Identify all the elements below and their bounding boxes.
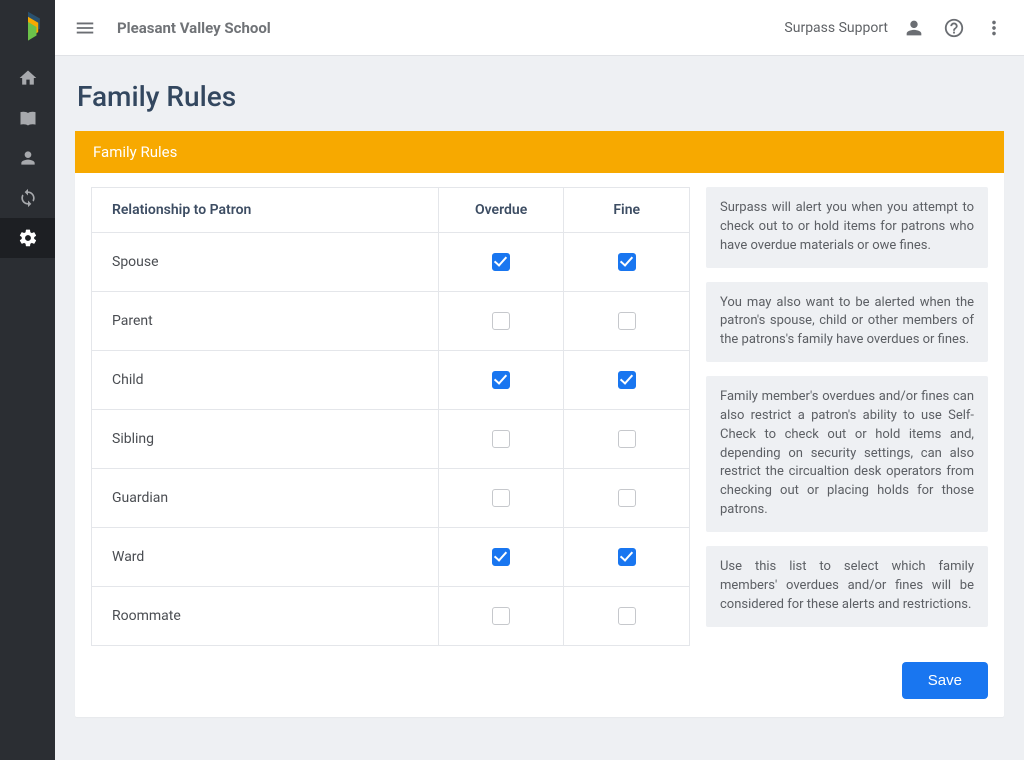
overdue-checkbox[interactable] <box>492 253 510 271</box>
cell-fine <box>564 292 690 351</box>
user-name: Surpass Support <box>784 20 888 36</box>
cell-fine <box>564 587 690 646</box>
account-icon <box>903 17 925 39</box>
help-button[interactable] <box>934 8 974 48</box>
sidebar <box>0 0 55 760</box>
help-note: You may also want to be alerted when the… <box>706 282 988 363</box>
cell-overdue <box>438 587 564 646</box>
org-name: Pleasant Valley School <box>117 19 271 37</box>
home-icon <box>18 68 38 88</box>
sidebar-item-settings[interactable] <box>0 218 55 258</box>
sidebar-item-patrons[interactable] <box>0 138 55 178</box>
cell-overdue <box>438 233 564 292</box>
overdue-checkbox[interactable] <box>492 312 510 330</box>
person-icon <box>18 148 38 168</box>
cell-relationship: Child <box>92 351 439 410</box>
sidebar-item-home[interactable] <box>0 58 55 98</box>
menu-button[interactable] <box>65 8 105 48</box>
help-note: Family member's overdues and/or fines ca… <box>706 376 988 532</box>
overdue-checkbox[interactable] <box>492 371 510 389</box>
overdue-checkbox[interactable] <box>492 489 510 507</box>
save-button[interactable]: Save <box>902 662 988 699</box>
cell-relationship: Guardian <box>92 469 439 528</box>
cell-relationship: Ward <box>92 528 439 587</box>
fine-checkbox[interactable] <box>618 489 636 507</box>
cell-overdue <box>438 410 564 469</box>
help-note: Surpass will alert you when you attempt … <box>706 187 988 268</box>
col-overdue: Overdue <box>438 188 564 233</box>
cell-fine <box>564 528 690 587</box>
account-button[interactable] <box>894 8 934 48</box>
fine-checkbox[interactable] <box>618 312 636 330</box>
col-fine: Fine <box>564 188 690 233</box>
cell-relationship: Parent <box>92 292 439 351</box>
more-button[interactable] <box>974 8 1014 48</box>
cell-relationship: Sibling <box>92 410 439 469</box>
overdue-checkbox[interactable] <box>492 607 510 625</box>
family-rules-card: Family Rules Relationship to Patron Over… <box>75 131 1004 717</box>
app-logo-icon <box>11 10 45 44</box>
cell-overdue <box>438 469 564 528</box>
family-rules-table: Relationship to Patron Overdue Fine Spou… <box>91 187 690 646</box>
fine-checkbox[interactable] <box>618 548 636 566</box>
overdue-checkbox[interactable] <box>492 430 510 448</box>
help-note: Use this list to select which family mem… <box>706 546 988 627</box>
table-row: Sibling <box>92 410 690 469</box>
topbar: Pleasant Valley School Surpass Support <box>55 0 1024 56</box>
table-row: Roommate <box>92 587 690 646</box>
table-row: Spouse <box>92 233 690 292</box>
sidebar-item-catalog[interactable] <box>0 98 55 138</box>
sync-icon <box>18 188 38 208</box>
card-header: Family Rules <box>75 131 1004 173</box>
cell-overdue <box>438 351 564 410</box>
fine-checkbox[interactable] <box>618 371 636 389</box>
cell-fine <box>564 233 690 292</box>
book-open-icon <box>18 108 38 128</box>
table-row: Child <box>92 351 690 410</box>
cell-fine <box>564 410 690 469</box>
hamburger-icon <box>74 17 96 39</box>
page-title: Family Rules <box>77 80 1004 113</box>
table-row: Parent <box>92 292 690 351</box>
overdue-checkbox[interactable] <box>492 548 510 566</box>
help-circle-icon <box>943 17 965 39</box>
fine-checkbox[interactable] <box>618 253 636 271</box>
gear-icon <box>18 228 38 248</box>
sidebar-item-sync[interactable] <box>0 178 55 218</box>
cell-overdue <box>438 292 564 351</box>
cell-relationship: Spouse <box>92 233 439 292</box>
cell-fine <box>564 469 690 528</box>
cell-overdue <box>438 528 564 587</box>
table-row: Ward <box>92 528 690 587</box>
fine-checkbox[interactable] <box>618 430 636 448</box>
col-relationship: Relationship to Patron <box>92 188 439 233</box>
fine-checkbox[interactable] <box>618 607 636 625</box>
table-row: Guardian <box>92 469 690 528</box>
cell-fine <box>564 351 690 410</box>
help-notes: Surpass will alert you when you attempt … <box>706 187 988 646</box>
more-vertical-icon <box>983 17 1005 39</box>
cell-relationship: Roommate <box>92 587 439 646</box>
